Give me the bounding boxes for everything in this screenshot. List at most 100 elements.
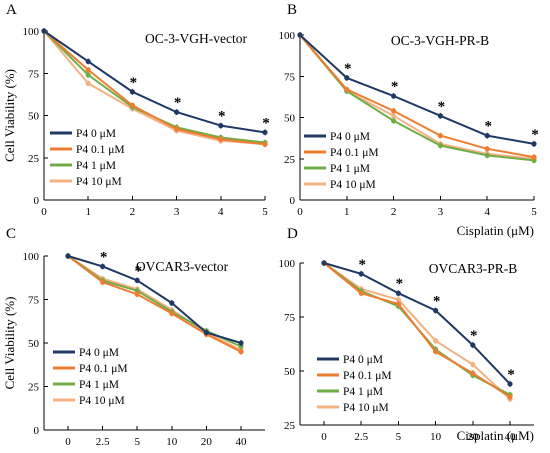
data-point — [85, 58, 91, 65]
x-tick-label: 10 — [166, 436, 178, 448]
legend-label: P4 10 μM — [330, 179, 376, 191]
data-point — [433, 338, 439, 344]
significance-star: * — [174, 95, 182, 111]
significance-star: * — [262, 115, 270, 131]
series-p4-0-um — [297, 32, 537, 147]
series-line — [323, 262, 511, 400]
x-tick-label: 2.5 — [96, 436, 110, 448]
data-point — [507, 394, 513, 400]
data-point — [85, 67, 91, 73]
chart-title: OC-3-VGH-vector — [145, 31, 247, 46]
y-tick-label: 100 — [23, 26, 40, 38]
data-point — [65, 253, 71, 259]
data-point — [391, 108, 397, 114]
series-line — [43, 30, 266, 144]
x-tick-label: 2 — [391, 206, 397, 218]
significance-star: * — [344, 61, 352, 77]
data-point — [169, 300, 175, 306]
data-point — [391, 118, 397, 124]
y-tick-label: 75 — [28, 295, 40, 307]
significance-star: * — [391, 79, 399, 95]
legend-label: P4 10 μM — [79, 395, 125, 407]
legend-label: P4 0 μM — [330, 131, 370, 143]
x-tick-label: 20 — [467, 431, 479, 443]
legend-label: P4 1 μM — [330, 163, 370, 175]
legend: P4 0 μM P4 0.1 μM P4 1 μM P4 10 μM — [50, 128, 125, 188]
significance-star: * — [438, 99, 446, 115]
data-point — [358, 271, 364, 277]
x-tick-label: 0 — [65, 436, 71, 448]
series-p4-0-um — [321, 260, 513, 387]
panel-letter: C — [6, 226, 16, 242]
x-tick-label: 5 — [396, 431, 402, 443]
panel-b: B 0 25 50 75 100 0 1 2 3 4 5 OC-3-VGH-PR-B Cisplatin … — [279, 2, 539, 238]
x-tick-label: 3 — [438, 206, 444, 218]
significance-star: * — [484, 119, 492, 135]
chart-title: OVCAR3-PR-B — [429, 261, 518, 276]
panel-letter: D — [287, 226, 298, 242]
x-tick-label: 0 — [41, 206, 47, 218]
data-point — [203, 329, 209, 336]
panel-a: A 0 25 50 75 100 0 1 2 3 4 5 OC-3-VGH-vector Cell Via… — [2, 2, 270, 218]
x-tick-label: 2.5 — [354, 431, 368, 443]
data-point — [218, 123, 224, 129]
y-tick-label: 75 — [284, 71, 296, 83]
data-point — [484, 146, 490, 152]
series-line — [323, 262, 511, 385]
data-point — [470, 342, 476, 348]
data-point — [470, 370, 476, 376]
data-point — [391, 93, 397, 99]
data-point — [531, 141, 537, 147]
x-tick-label: 3 — [174, 206, 180, 218]
data-point — [358, 290, 364, 296]
y-axis-label: Cell Viability (%) — [2, 297, 17, 390]
significance-star: * — [396, 276, 404, 292]
y-tick-label: 50 — [284, 366, 296, 378]
y-tick-label: 25 — [28, 153, 40, 165]
series-line — [43, 30, 266, 146]
legend-label: P4 0.1 μM — [79, 363, 128, 375]
y-tick-label: 100 — [279, 258, 296, 270]
x-tick-label: 4 — [218, 206, 224, 218]
data-point — [85, 72, 91, 78]
data-point — [484, 133, 490, 139]
data-point — [470, 361, 476, 368]
data-point — [134, 277, 140, 283]
data-point — [507, 381, 513, 387]
legend-label: P4 0 μM — [343, 354, 383, 366]
data-point — [218, 136, 224, 142]
x-tick-label: 1 — [85, 206, 91, 218]
significance-star: * — [130, 75, 138, 91]
y-tick-label: 50 — [28, 338, 40, 350]
x-tick-label: 40 — [236, 436, 248, 448]
data-point — [344, 86, 350, 93]
legend: P4 0 μM P4 0.1 μM P4 1 μM P4 10 μM — [304, 131, 379, 191]
chart-title: OC-3-VGH-PR-B — [391, 33, 489, 48]
series-line — [323, 262, 511, 398]
significance-star: * — [100, 249, 108, 265]
series-line — [43, 30, 266, 134]
data-point — [531, 154, 537, 160]
x-tick-label: 4 — [484, 206, 490, 218]
series-p4-0-1-um — [297, 32, 537, 161]
data-point — [321, 260, 327, 266]
data-point — [238, 340, 244, 346]
y-tick-label: 50 — [284, 113, 296, 125]
significance-star: * — [531, 127, 539, 143]
x-tick-label: 5 — [134, 436, 140, 448]
y-tick-label: 25 — [284, 154, 296, 166]
x-tick-label: 40 — [505, 431, 517, 443]
y-tick-label: 25 — [28, 382, 40, 394]
legend: P4 0 μM P4 0.1 μM P4 1 μM P4 10 μM — [53, 347, 128, 407]
x-tick-label: 2 — [130, 206, 136, 218]
series-line — [67, 255, 242, 353]
series-line — [43, 30, 266, 146]
series-p4-0-um — [65, 253, 244, 346]
data-point — [129, 89, 135, 95]
panel-letter: A — [6, 2, 17, 18]
series-p4-1-um — [297, 32, 537, 164]
x-tick-label: 20 — [201, 436, 213, 448]
significance-star: * — [134, 263, 142, 279]
legend-label: P4 0.1 μM — [330, 147, 379, 159]
